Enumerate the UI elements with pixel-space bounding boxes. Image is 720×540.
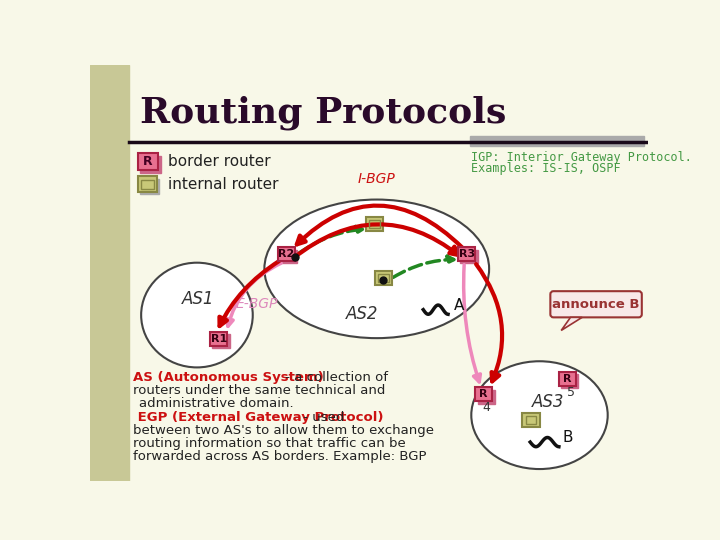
Text: E-BGP: E-BGP — [235, 296, 278, 310]
Text: routing information so that traffic can be: routing information so that traffic can … — [132, 437, 405, 450]
Bar — [375, 271, 392, 285]
Ellipse shape — [264, 200, 489, 338]
Bar — [141, 179, 153, 189]
Text: R: R — [480, 389, 488, 400]
Text: Examples: IS-IS, OSPF: Examples: IS-IS, OSPF — [472, 162, 621, 175]
Text: A: A — [454, 298, 464, 313]
Text: AS2: AS2 — [346, 305, 378, 323]
Bar — [378, 274, 389, 282]
Bar — [469, 136, 644, 146]
Text: R1: R1 — [210, 334, 227, 344]
Text: 5: 5 — [567, 386, 575, 399]
Text: administrative domain.: administrative domain. — [139, 397, 294, 410]
Text: B: B — [563, 430, 573, 445]
Text: R: R — [143, 156, 153, 168]
Polygon shape — [561, 318, 582, 330]
Ellipse shape — [472, 361, 608, 469]
Text: R: R — [563, 374, 572, 384]
Bar — [90, 65, 129, 481]
Text: R3: R3 — [459, 249, 474, 259]
Bar — [523, 413, 539, 427]
Bar — [212, 334, 230, 348]
Text: AS3: AS3 — [532, 394, 564, 411]
Bar — [475, 387, 492, 401]
Text: EGP (External Gateway Protocol): EGP (External Gateway Protocol) — [132, 410, 383, 423]
Text: AS1: AS1 — [181, 289, 214, 307]
Bar — [210, 332, 228, 346]
Text: announce B: announce B — [552, 298, 640, 311]
Bar — [140, 156, 161, 173]
Bar — [138, 153, 158, 170]
Text: I-BGP: I-BGP — [358, 172, 395, 186]
Bar — [138, 177, 157, 192]
Bar — [526, 416, 536, 423]
Text: internal router: internal router — [168, 177, 278, 192]
Ellipse shape — [141, 262, 253, 367]
Text: between two AS's to allow them to exchange: between two AS's to allow them to exchan… — [132, 423, 433, 437]
Bar — [280, 249, 297, 264]
Bar — [140, 179, 159, 194]
Bar — [461, 249, 477, 264]
Text: - used: - used — [300, 410, 345, 423]
Bar — [369, 220, 380, 228]
Text: AS (Autonomous System): AS (Autonomous System) — [132, 372, 323, 384]
Text: - a collection of: - a collection of — [282, 372, 388, 384]
Text: R2: R2 — [278, 249, 294, 259]
Bar — [561, 374, 578, 388]
Bar — [559, 372, 576, 386]
Text: routers under the same technical and: routers under the same technical and — [132, 384, 385, 397]
Text: border router: border router — [168, 154, 270, 170]
Bar — [277, 247, 294, 261]
Text: IGP: Interior Gateway Protocol.: IGP: Interior Gateway Protocol. — [472, 151, 692, 164]
Text: forwarded across AS borders. Example: BGP: forwarded across AS borders. Example: BG… — [132, 450, 426, 463]
Text: 4: 4 — [483, 401, 491, 414]
Bar — [458, 247, 475, 261]
Bar — [477, 390, 495, 403]
FancyBboxPatch shape — [550, 291, 642, 318]
Text: Routing Protocols: Routing Protocols — [140, 95, 507, 130]
Bar — [366, 217, 383, 231]
